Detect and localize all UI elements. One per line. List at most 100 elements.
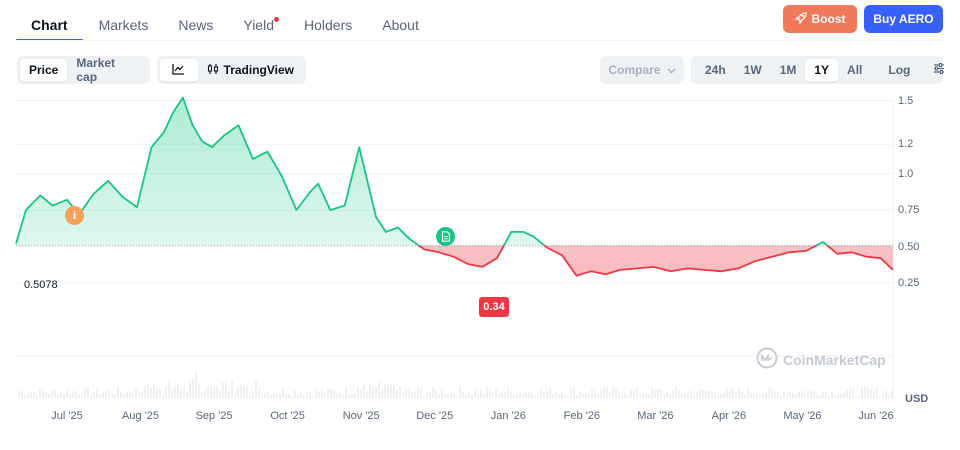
- volume-bar: [822, 391, 824, 398]
- volume-bar: [315, 389, 317, 398]
- range-1y[interactable]: 1Y: [805, 59, 839, 81]
- volume-bar: [375, 387, 377, 398]
- volume-bar: [126, 391, 128, 398]
- volume-bar: [324, 392, 326, 398]
- tab-yield[interactable]: Yield: [243, 8, 279, 41]
- range-1w[interactable]: 1W: [743, 63, 762, 77]
- volume-bar: [435, 390, 437, 398]
- volume-bar: [216, 386, 218, 398]
- market-cap-option[interactable]: Market cap: [76, 56, 116, 84]
- volume-bar: [132, 394, 134, 398]
- volume-bar: [615, 388, 617, 398]
- volume-bar: [252, 390, 254, 398]
- volume-bar: [891, 390, 893, 398]
- volume-bar: [849, 387, 851, 398]
- tab-about[interactable]: About: [382, 17, 419, 33]
- volume-bar: [93, 392, 95, 398]
- volume-bar: [636, 387, 638, 398]
- tab-markets[interactable]: Markets: [98, 17, 149, 33]
- volume-bar: [840, 393, 842, 398]
- line-chart-icon: [172, 63, 185, 78]
- volume-bar: [192, 378, 194, 398]
- tab-chart[interactable]: Chart: [16, 8, 83, 41]
- volume-bar: [786, 394, 788, 398]
- volume-bar: [555, 392, 557, 398]
- volume-bar: [306, 391, 308, 398]
- x-tick-label: Dec '25: [416, 410, 454, 422]
- volume-bar: [249, 394, 251, 398]
- volume-bar: [606, 387, 608, 398]
- settings-button[interactable]: [927, 59, 951, 81]
- tab-holders[interactable]: Holders: [304, 17, 353, 33]
- volume-bar: [426, 392, 428, 398]
- range-all[interactable]: All: [847, 63, 863, 77]
- volume-bar: [444, 394, 446, 398]
- volume-bar: [867, 388, 869, 398]
- volume-bar: [780, 395, 782, 398]
- buy-button[interactable]: Buy AERO: [864, 5, 943, 33]
- volume-bar: [507, 387, 509, 398]
- volume-bar: [222, 382, 224, 398]
- volume-bar: [66, 389, 68, 398]
- volume-bar: [480, 389, 482, 398]
- volume-bar: [870, 389, 872, 398]
- price-option[interactable]: Price: [20, 59, 68, 81]
- volume-bar: [651, 387, 653, 398]
- volume-bar: [81, 395, 83, 398]
- volume-bar: [813, 391, 815, 398]
- volume-bar: [417, 388, 419, 398]
- volume-bar: [441, 389, 443, 398]
- volume-bar: [777, 391, 779, 398]
- volume-bar: [603, 388, 605, 398]
- boost-button[interactable]: Boost: [783, 5, 857, 33]
- volume-bar: [246, 386, 248, 398]
- line-chart-option[interactable]: [160, 59, 198, 81]
- compare-dropdown[interactable]: Compare: [600, 56, 684, 84]
- document-icon[interactable]: [436, 227, 455, 246]
- volume-bar: [351, 394, 353, 398]
- volume-bar: [183, 386, 185, 398]
- volume-bar: [516, 394, 518, 398]
- volume-bar: [72, 390, 74, 398]
- y-tick-label: 0.75: [898, 204, 920, 216]
- volume-bar: [540, 389, 542, 398]
- volume-bar: [63, 393, 65, 398]
- volume-bar: [354, 393, 356, 398]
- volume-bar: [807, 390, 809, 398]
- volume-bar: [729, 389, 731, 398]
- volume-bar: [573, 388, 575, 398]
- volume-bar: [570, 389, 572, 398]
- x-tick-label: Sep '25: [195, 410, 233, 422]
- log-scale-toggle[interactable]: Log: [888, 63, 911, 77]
- x-tick-label: Aug '25: [122, 410, 160, 422]
- volume-bar: [621, 395, 623, 398]
- price-chart[interactable]: [0, 95, 960, 415]
- volume-bar: [726, 387, 728, 398]
- volume-bar: [477, 393, 479, 398]
- volume-bar: [768, 387, 770, 398]
- volume-bar: [693, 394, 695, 398]
- volume-bar: [420, 389, 422, 398]
- range-1m[interactable]: 1M: [779, 63, 797, 77]
- volume-bar: [360, 389, 362, 398]
- tab-news[interactable]: News: [178, 17, 214, 33]
- volume-bar: [831, 390, 833, 398]
- volume-bar: [390, 383, 392, 398]
- volume-bar: [753, 393, 755, 398]
- boost-label: Boost: [811, 12, 846, 26]
- volume-bar: [378, 381, 380, 398]
- volume-bar: [423, 395, 425, 398]
- volume-bar: [657, 388, 659, 398]
- volume-bar: [189, 380, 191, 398]
- volume-bar: [261, 395, 263, 398]
- range-24h[interactable]: 24h: [705, 63, 726, 77]
- volume-bar: [156, 388, 158, 398]
- volume-bar: [186, 392, 188, 398]
- volume-bar: [282, 388, 284, 398]
- info-icon[interactable]: i: [65, 206, 84, 225]
- volume-bar: [678, 390, 680, 398]
- volume-bar: [123, 393, 125, 398]
- volume-bar: [798, 391, 800, 398]
- volume-bar: [663, 393, 665, 398]
- tradingview-option[interactable]: TradingView: [198, 59, 303, 81]
